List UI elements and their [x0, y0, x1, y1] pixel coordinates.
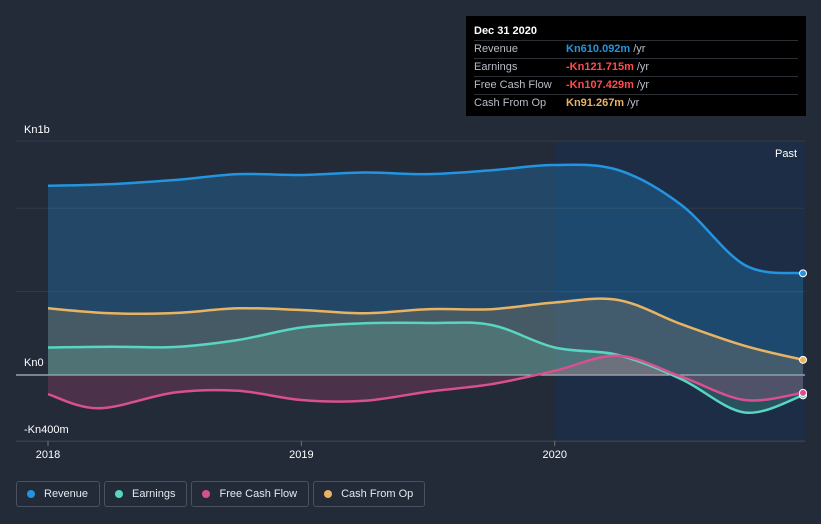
y-label-zero: Kn0 [24, 357, 44, 369]
tooltip-unit: /yr [633, 43, 646, 55]
tooltip-label: Cash From Op [474, 97, 547, 109]
highlight-band [554, 141, 805, 441]
tooltip-value: -Kn121.715m [566, 61, 634, 73]
tooltip-date: Dec 31 2020 [474, 25, 537, 37]
tooltip-row-free-cash-flow: Free Cash Flow -Kn107.429m /yr [474, 76, 798, 94]
tooltip-row-earnings: Earnings -Kn121.715m /yr [474, 58, 798, 76]
legend-label: Revenue [44, 488, 89, 500]
tooltip-unit: /yr [627, 97, 640, 109]
earnings-dot-icon [115, 490, 124, 498]
tooltip: Dec 31 2020 Revenue Kn610.092m /yr Earni… [466, 16, 806, 116]
legend-item-revenue[interactable]: Revenue [16, 481, 101, 507]
cash-from-op-line [47, 297, 804, 362]
tooltip-unit: /yr [636, 61, 650, 73]
tooltip-row-revenue: Revenue Kn610.092m /yr [474, 40, 798, 58]
x-tick-label: 2018 [36, 449, 60, 461]
legend: Revenue Earnings Free Cash Flow Cash Fro… [16, 481, 426, 507]
revenue-line [47, 163, 804, 275]
legend-label: Cash From Op [341, 488, 414, 500]
revenue-dot-icon [27, 490, 35, 498]
tooltip-value: Kn610.092m [566, 43, 631, 55]
legend-item-free-cash-flow[interactable]: Free Cash Flow [191, 481, 310, 507]
tooltip-row-cash-from-op: Cash From Op Kn91.267m /yr [474, 94, 798, 112]
legend-item-cash-from-op[interactable]: Cash From Op [313, 481, 426, 507]
revenue-area [48, 164, 803, 375]
x-tick-label: 2020 [542, 449, 566, 461]
free-cash-flow-dot-icon [202, 490, 211, 498]
tooltip-label: Revenue [474, 43, 519, 55]
legend-label: Earnings [132, 488, 176, 500]
legend-label: Free Cash Flow [219, 488, 298, 500]
y-label-bottom: -Kn400m [24, 424, 69, 436]
free-cash-flow-line [47, 354, 804, 410]
earnings-line [47, 321, 804, 414]
y-label-top: Kn1b [24, 124, 50, 136]
tooltip-unit: /yr [636, 79, 650, 91]
revenue-end-point [799, 269, 807, 278]
earnings-area [48, 322, 803, 413]
cash-from-op-dot-icon [324, 490, 333, 498]
free-cash-flow-area [48, 355, 803, 409]
tooltip-value: Kn91.267m [566, 97, 625, 109]
legend-item-earnings[interactable]: Earnings [104, 481, 188, 507]
series-group [47, 163, 804, 414]
past-label: Past [775, 148, 797, 160]
free-cash-flow-end-point [799, 388, 807, 397]
cash-from-op-end-point [799, 355, 807, 364]
tooltip-label: Earnings [474, 61, 518, 73]
x-tick-label: 2019 [289, 449, 313, 461]
tooltip-value: -Kn107.429m [566, 79, 634, 91]
tooltip-label: Free Cash Flow [474, 79, 552, 91]
